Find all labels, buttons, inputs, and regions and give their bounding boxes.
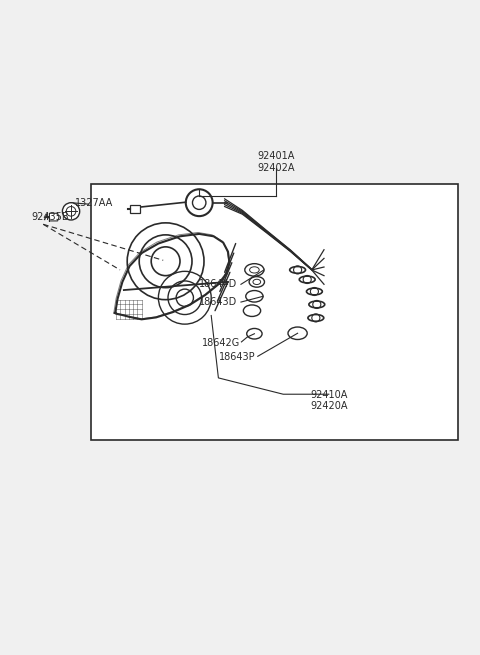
Text: 92435B: 92435B [32,212,69,222]
Text: 18642G: 18642G [202,338,240,348]
Text: 1327AA: 1327AA [74,198,113,208]
Text: 18644D: 18644D [199,279,238,290]
Bar [130,204,140,214]
Text: 92401A
92402A: 92401A 92402A [257,151,295,173]
Polygon shape [49,214,59,221]
Text: 18643P: 18643P [219,352,256,362]
Circle shape [62,202,80,220]
Bar [91,183,458,440]
Polygon shape [115,234,229,320]
Text: 92410A
92420A: 92410A 92420A [310,390,348,411]
Text: 18643D: 18643D [199,297,238,307]
